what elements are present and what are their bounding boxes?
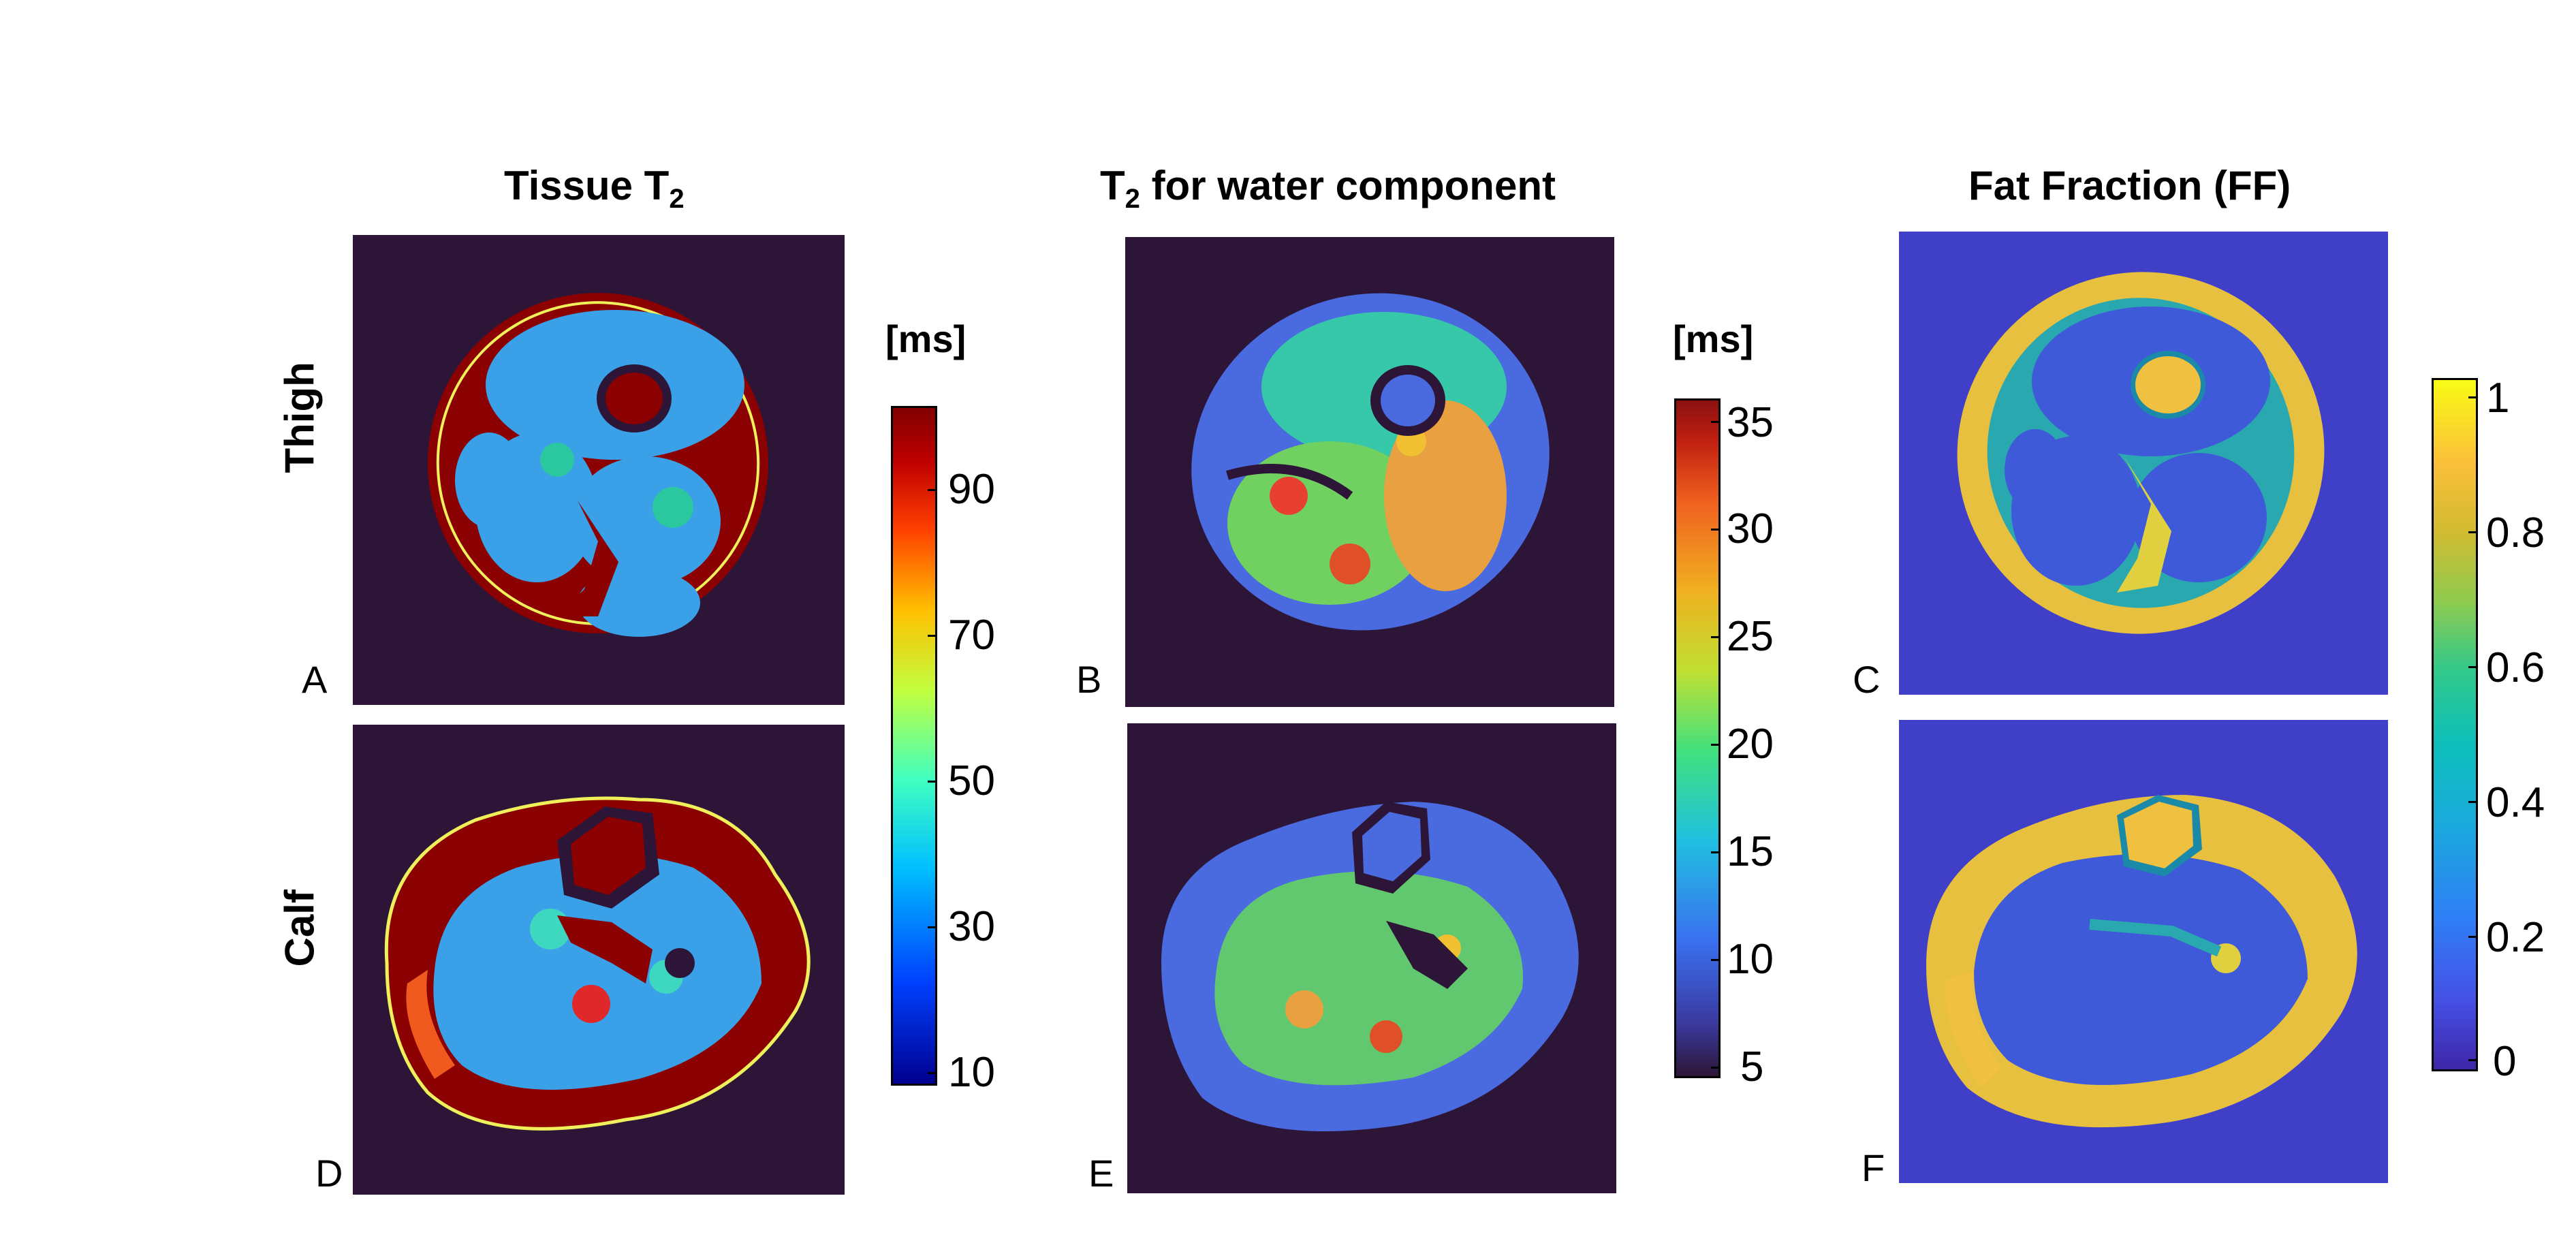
panel-e-calf-t2-water-map (1127, 723, 1616, 1193)
calf-ff-image (1899, 720, 2388, 1183)
colorbar-t2w-unit: [ms] (1673, 317, 1754, 360)
colorbar-t2w-tick-15: 15 (1727, 828, 1774, 875)
thigh-t2-water-image (1125, 237, 1614, 707)
tick-mark (1711, 421, 1721, 423)
colorbar-ff (2432, 378, 2478, 1071)
tick-mark (1711, 529, 1721, 531)
tick-mark (2468, 531, 2478, 533)
tick-mark (1711, 959, 1721, 961)
panel-letter-d: D (315, 1152, 343, 1195)
panel-letter-f: F (1862, 1146, 1885, 1189)
calf-t2-image (353, 725, 845, 1195)
tick-mark (2468, 1059, 2478, 1061)
colorbar-t2w-tick-10: 10 (1727, 936, 1774, 983)
tick-mark (2468, 666, 2478, 668)
column-title-tissue-t2: Tissue T2 (504, 162, 685, 215)
colorbar-t2-water (1674, 398, 1721, 1078)
colorbar-ff-tick-0-4: 0.4 (2486, 779, 2545, 826)
calf-t2-water-image (1127, 723, 1616, 1193)
panel-f-calf-fat-fraction-map (1899, 720, 2388, 1183)
tick-mark (928, 926, 937, 928)
title-suffix: for water component (1140, 163, 1556, 208)
colorbar-ff-tick-0: 0 (2493, 1038, 2517, 1085)
colorbar-t2-tick-30: 30 (948, 903, 995, 950)
column-title-fat-fraction: Fat Fraction (FF) (1968, 162, 2291, 215)
thigh-t2-image (353, 235, 845, 705)
title-subscript: 2 (669, 184, 685, 214)
panel-b-thigh-t2-water-map (1125, 237, 1614, 707)
row-label-calf: Calf (277, 890, 323, 967)
thigh-ff-image (1899, 232, 2388, 695)
panel-letter-c: C (1853, 658, 1881, 701)
colorbar-t2w-tick-5: 5 (1740, 1043, 1764, 1090)
colorbar-t2-tick-10: 10 (948, 1049, 995, 1096)
tick-mark (928, 781, 937, 783)
colorbar-t2-tick-90: 90 (948, 466, 995, 513)
title-text: T (1100, 163, 1125, 208)
tick-mark (1711, 744, 1721, 746)
colorbar-t2w-tick-35: 35 (1727, 399, 1774, 446)
title-text: Tissue T (504, 163, 670, 208)
tick-mark (1711, 636, 1721, 638)
colorbar-ff-tick-1: 1 (2486, 375, 2510, 422)
colorbar-t2w-tick-20: 20 (1727, 721, 1774, 768)
tick-mark (2468, 936, 2478, 938)
panel-letter-b: B (1076, 658, 1102, 701)
colorbar-ff-tick-0-6: 0.6 (2486, 644, 2545, 691)
colorbar-t2-unit: [ms] (885, 317, 967, 360)
row-label-thigh: Thigh (277, 362, 323, 473)
panel-a-thigh-t2-map (353, 235, 845, 705)
column-title-t2-water: T2 for water component (1100, 162, 1556, 215)
title-subscript: 2 (1125, 184, 1140, 214)
colorbar-ff-tick-0-2: 0.2 (2486, 914, 2545, 961)
tick-mark (2468, 396, 2478, 398)
colorbar-t2-tick-50: 50 (948, 757, 995, 804)
colorbar-t2-tick-70: 70 (948, 612, 995, 659)
tick-mark (928, 635, 937, 637)
colorbar-ff-tick-0-8: 0.8 (2486, 509, 2545, 556)
panel-letter-a: A (302, 658, 328, 701)
tick-mark (1711, 851, 1721, 853)
panel-letter-e: E (1088, 1152, 1114, 1195)
tick-mark (1711, 1067, 1721, 1069)
panel-c-thigh-fat-fraction-map (1899, 232, 2388, 695)
colorbar-t2 (891, 406, 937, 1086)
tick-mark (928, 1072, 937, 1074)
tick-mark (928, 489, 937, 491)
colorbar-t2w-tick-30: 30 (1727, 505, 1774, 552)
tick-mark (2468, 801, 2478, 803)
colorbar-t2w-tick-25: 25 (1727, 613, 1774, 660)
title-text: Fat Fraction (FF) (1968, 163, 2291, 208)
panel-d-calf-t2-map (353, 725, 845, 1195)
